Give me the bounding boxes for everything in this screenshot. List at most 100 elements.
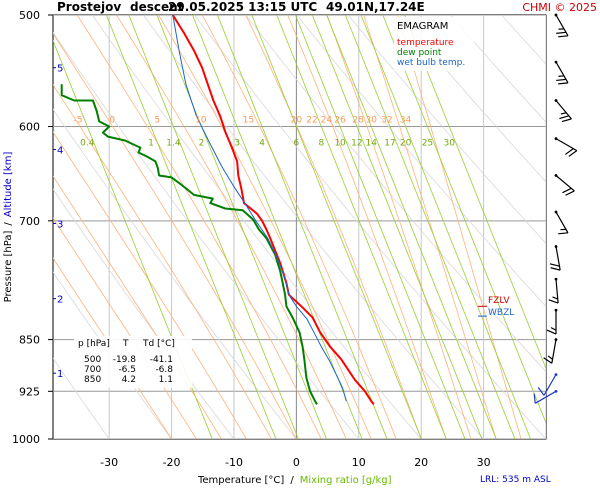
mixing-ratio-label: 4 [259,139,265,149]
table-cell: -6.5 [118,365,136,375]
dry-adiabat-line [398,15,546,183]
wind-barb-flag [549,263,560,267]
theta-label: 5 [154,116,160,126]
dry-adiabat-line [143,15,484,439]
x-tick-label: 10 [352,456,366,469]
x-axis-label: Temperature [°C] / Mixing ratio [g/kg] [197,475,392,486]
wind-barb-staff [555,14,569,37]
wind-barb-flag [546,329,557,335]
wind-barb-flag [537,387,545,396]
moist-adiabat-line [287,15,447,439]
wind-barb-staff [555,100,572,120]
x-axis-title-temperature: Temperature [°C] [197,475,284,486]
mixing-ratio-label: 12 [351,139,362,149]
mixing-ratio-label: 1.4 [166,139,181,149]
moist-adiabat-line [76,15,322,439]
wind-barb [554,99,572,123]
mixing-ratio-line [345,15,516,439]
wind-barb-half-flag [550,327,557,331]
mixing-ratio-label: 14 [366,139,378,149]
mixing-ratio-label: 30 [444,139,456,149]
data-table: p [hPa] T Td [°C] 500 -19.8 -41.1 700 -6… [74,336,192,388]
mixing-ratio-label: 1 [148,139,154,149]
theta-label: 28 [352,116,364,126]
pressure-tick-label: 925 [19,385,40,398]
mixing-ratio-line [276,15,447,439]
x-tick-label: -10 [225,456,243,469]
mixing-ratio-line [105,15,277,439]
table-header-td: Td [°C] [142,339,175,349]
dry-adiabat-line [53,31,360,439]
wind-barb-staff [555,246,561,271]
wind-barb-half-flag [552,296,558,300]
theta-label: 0 [109,116,115,126]
table-cell: 1.1 [159,375,173,385]
x-tick-label: -30 [100,456,118,469]
wind-barb-flag [533,393,536,404]
wind-barb-flag [558,82,569,85]
table-cell: -19.8 [113,355,137,365]
pressure-tick-label: 1000 [12,433,40,446]
wind-barb-flag [565,190,575,196]
dry-adiabat-line [53,357,110,439]
wind-barb-staff [555,175,575,192]
legend-item-wet-bulb: wet bulb temp. [397,58,465,68]
theta-label: 26 [334,116,346,126]
wind-barb-staff [534,390,557,404]
moist-adiabat-line [53,84,272,439]
mixing-ratio-line [156,15,327,439]
wind-barb-half-flag [558,28,565,30]
mixing-ratio-label: 17 [384,139,395,149]
y-axis-title-sep: / [3,222,14,226]
legend-item-temperature: temperature [397,38,454,48]
dry-adiabat-line [553,15,600,439]
theta-label: 34 [400,116,412,126]
wind-barb-flag [550,267,561,271]
series-dew-point-line [60,84,318,405]
altitude-tick-label: 4 [57,146,63,157]
theta-label: 15 [243,116,254,126]
wind-barb-staff [555,279,559,304]
table-header-t: T [122,339,129,349]
wbzl-label: WBZL [488,308,514,318]
mixing-ratio-line [251,15,422,439]
theta-label: 20 [291,116,303,126]
mixing-ratio-label: 20 [400,139,412,149]
theta-label: 22 [306,116,317,126]
wind-barb [554,137,578,157]
dry-adiabat-line [53,188,235,439]
moist-adiabat-line [326,15,472,439]
moist-adiabat-line [363,15,497,439]
moist-adiabat-line [53,32,297,439]
x-tick-label: 30 [477,456,491,469]
altitude-tick-label: 5 [57,64,63,75]
table-cell: -41.1 [150,355,173,365]
wind-barb-flag [561,118,572,123]
pressure-tick-label: 500 [19,9,40,22]
dry-adiabat-line [245,15,546,373]
mixing-ratio-line [295,15,466,439]
dry-adiabat-line [296,15,546,308]
theta-label: 10 [195,116,207,126]
wind-barb-staff [555,138,578,152]
wind-barb-half-flag [558,75,565,77]
wind-barb [543,338,558,364]
series-wet-bulb-temp--line [172,15,347,402]
wind-barb [548,277,559,304]
dry-adiabat-line [450,15,546,123]
wind-barb-flag [543,357,553,364]
wind-barb-staff [543,374,557,396]
mixing-ratio-label: 25 [422,139,433,149]
altitude-tick-label: 1 [57,369,63,380]
wind-barb-half-flag [560,228,567,231]
x-tick-label: -20 [163,456,181,469]
wind-barb-flag [559,115,570,120]
sounding-datetime: 29.05.2025 13:15 UTC [168,0,317,14]
y-axis-title-altitude: Altitude [km] [3,152,14,218]
mixing-ratio-line [128,15,299,439]
fzlv-label: FZLV [488,296,510,306]
wind-barb [537,373,558,396]
pressure-tick-label: 600 [19,121,40,134]
moist-adiabat-line [53,131,247,439]
